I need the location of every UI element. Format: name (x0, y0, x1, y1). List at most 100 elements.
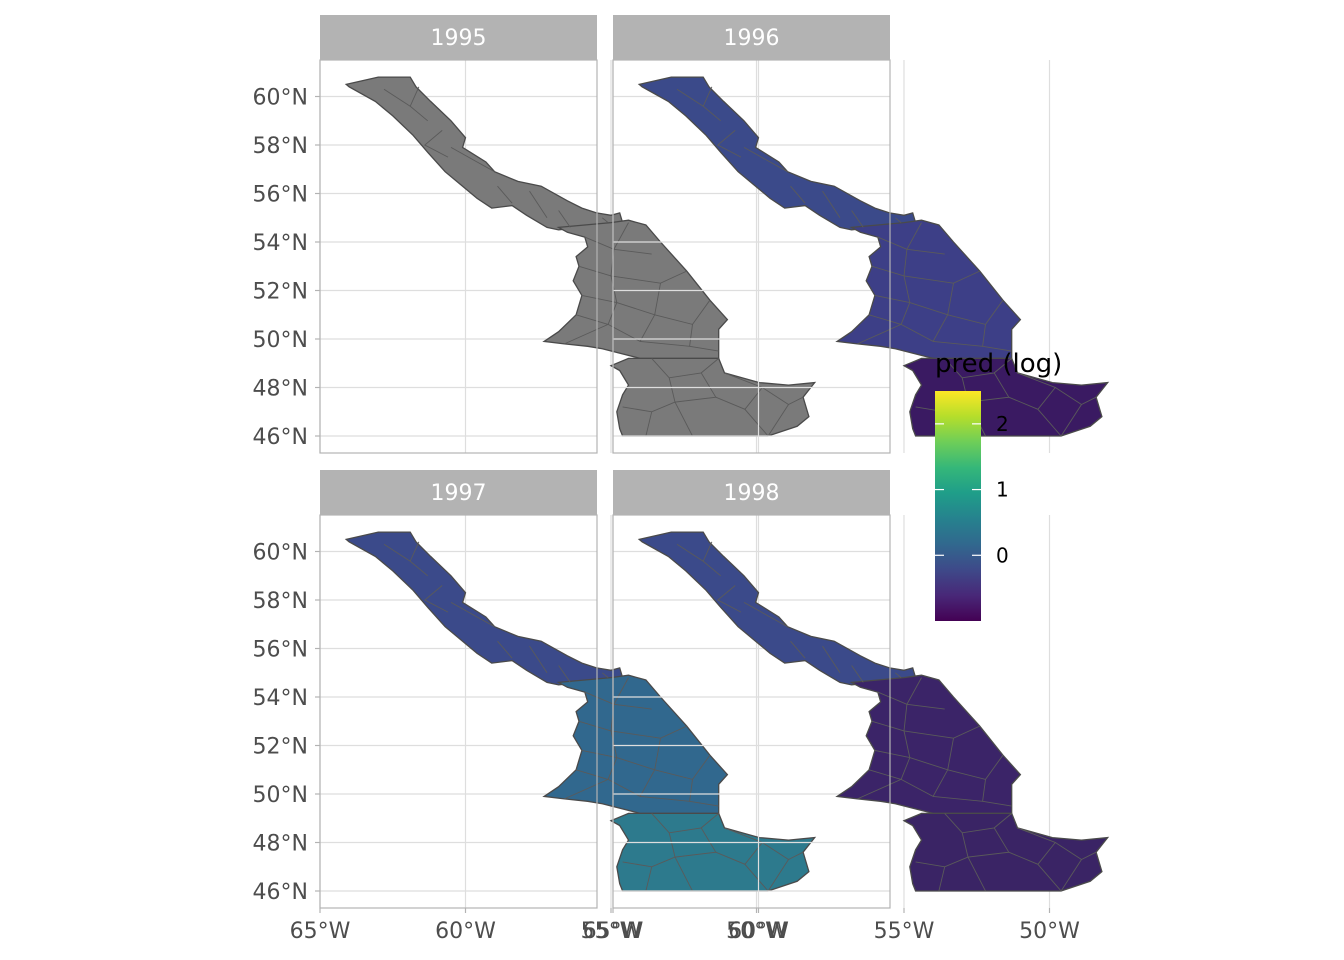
legend: pred (log) 0 1 2 (935, 349, 1062, 621)
subregion-boundary (906, 703, 945, 710)
legend-title: pred (log) (935, 349, 1062, 379)
y-tick-label: 60°N (253, 541, 308, 566)
subregion-boundary (602, 217, 609, 223)
subregion-boundary (564, 323, 609, 345)
x-tick-label: 65°W (290, 919, 351, 944)
subregion-boundary (790, 185, 806, 204)
panel-border (319, 59, 598, 454)
subregion-boundary (668, 372, 717, 403)
subregion-boundary (689, 800, 719, 807)
subregion-boundary (767, 859, 789, 892)
x-tick-label: 50°W (1019, 919, 1080, 944)
y-tick-label: 50°N (253, 328, 308, 353)
region-central (835, 674, 1022, 815)
region-north (344, 531, 624, 686)
subregion-boundary (790, 640, 806, 659)
subregion-boundary (822, 190, 841, 219)
legend-break-label: 2 (996, 412, 1009, 436)
region-central (835, 219, 1022, 360)
subregion-boundary (689, 345, 719, 352)
panel-border (612, 514, 891, 909)
subregion-boundary (944, 813, 1012, 834)
subregion-boundary (895, 672, 902, 678)
x-tick-label: 60°W (728, 919, 789, 944)
subregion-boundary (497, 640, 513, 659)
facet-strip-label: 1995 (431, 26, 487, 51)
facet-panel-1995: 1995 46°N 48°N 50°N 52°N 54°N 56°N 58°N 60°N (253, 15, 817, 454)
legend-break-label: 0 (996, 543, 1009, 567)
subregion-boundary (529, 190, 548, 219)
legend-break-label: 1 (996, 478, 1009, 502)
subregion-boundary (558, 210, 571, 228)
y-tick-label: 56°N (253, 183, 308, 208)
subregion-boundary (645, 866, 653, 892)
facet-panel-1997: 1997 46°N 48°N 50°N 52°N 54°N 56°N 58°N 60°N 65°W… (253, 470, 817, 944)
facet-panel-1996: 1996 (612, 15, 1110, 454)
subregion-boundary (668, 827, 717, 858)
subregion-boundary (564, 778, 609, 800)
subregion-boundary (383, 88, 411, 107)
y-tick-label: 48°N (253, 832, 308, 857)
region-north (637, 76, 917, 231)
subregion-boundary (383, 543, 411, 562)
facet-strip (613, 470, 890, 515)
subregion-boundary (851, 210, 864, 228)
subregion-boundary (651, 358, 719, 379)
subregion-boundary (676, 543, 704, 562)
subregion-boundary (938, 866, 946, 892)
subregion-boundary (674, 401, 693, 437)
subregion-boundary (857, 778, 902, 800)
y-tick-label: 46°N (253, 425, 308, 450)
subregion-boundary (982, 800, 1012, 807)
subregion-boundary (851, 665, 864, 683)
subregion-boundary (529, 645, 548, 674)
y-tick-label: 56°N (253, 638, 308, 663)
subregion-boundary (716, 130, 742, 158)
facet-strip-label: 1997 (431, 481, 487, 506)
x-tick-label: 60°W (435, 919, 496, 944)
y-tick-label: 48°N (253, 377, 308, 402)
subregion-boundary (767, 404, 789, 437)
facet-strip (320, 15, 597, 60)
subregion-boundary (645, 411, 653, 437)
subregion-boundary (743, 147, 788, 173)
subregion-boundary (497, 185, 513, 204)
subregion-boundary (906, 248, 945, 255)
region-north (344, 76, 624, 231)
x-tick-label: 55°W (581, 919, 642, 944)
subregion-boundary (1060, 859, 1082, 892)
subregion-boundary (716, 585, 742, 613)
y-tick-label: 54°N (253, 231, 308, 256)
subregion-boundary (967, 856, 986, 892)
x-tick-label: 55°W (874, 919, 935, 944)
subregion-boundary (961, 827, 1010, 858)
subregion-boundary (676, 88, 704, 107)
y-tick-label: 52°N (253, 735, 308, 760)
subregion-boundary (423, 130, 449, 158)
y-tick-label: 54°N (253, 686, 308, 711)
subregion-boundary (602, 672, 609, 678)
region-central (542, 219, 729, 360)
facet-strip (320, 470, 597, 515)
subregion-boundary (895, 217, 902, 223)
subregion-boundary (822, 645, 841, 674)
panel-border (612, 59, 891, 454)
y-tick-label: 60°N (253, 86, 308, 111)
facet-strip (613, 15, 890, 60)
y-tick-label: 46°N (253, 880, 308, 905)
region-north (637, 531, 917, 686)
panel-border (319, 514, 598, 909)
subregion-boundary (674, 856, 693, 892)
facet-panel-1998: 1998 65°W 60°W 55°W 50°W (583, 470, 1110, 944)
subregion-boundary (450, 147, 495, 173)
region-central (542, 674, 729, 815)
y-tick-label: 52°N (253, 280, 308, 305)
x-tick-label: 50°W (726, 919, 787, 944)
subregion-boundary (613, 703, 652, 710)
colorbar (935, 391, 981, 621)
facet-strip-label: 1998 (724, 481, 780, 506)
subregion-boundary (743, 602, 788, 628)
subregion-boundary (613, 248, 652, 255)
facet-strip-label: 1996 (724, 26, 780, 51)
